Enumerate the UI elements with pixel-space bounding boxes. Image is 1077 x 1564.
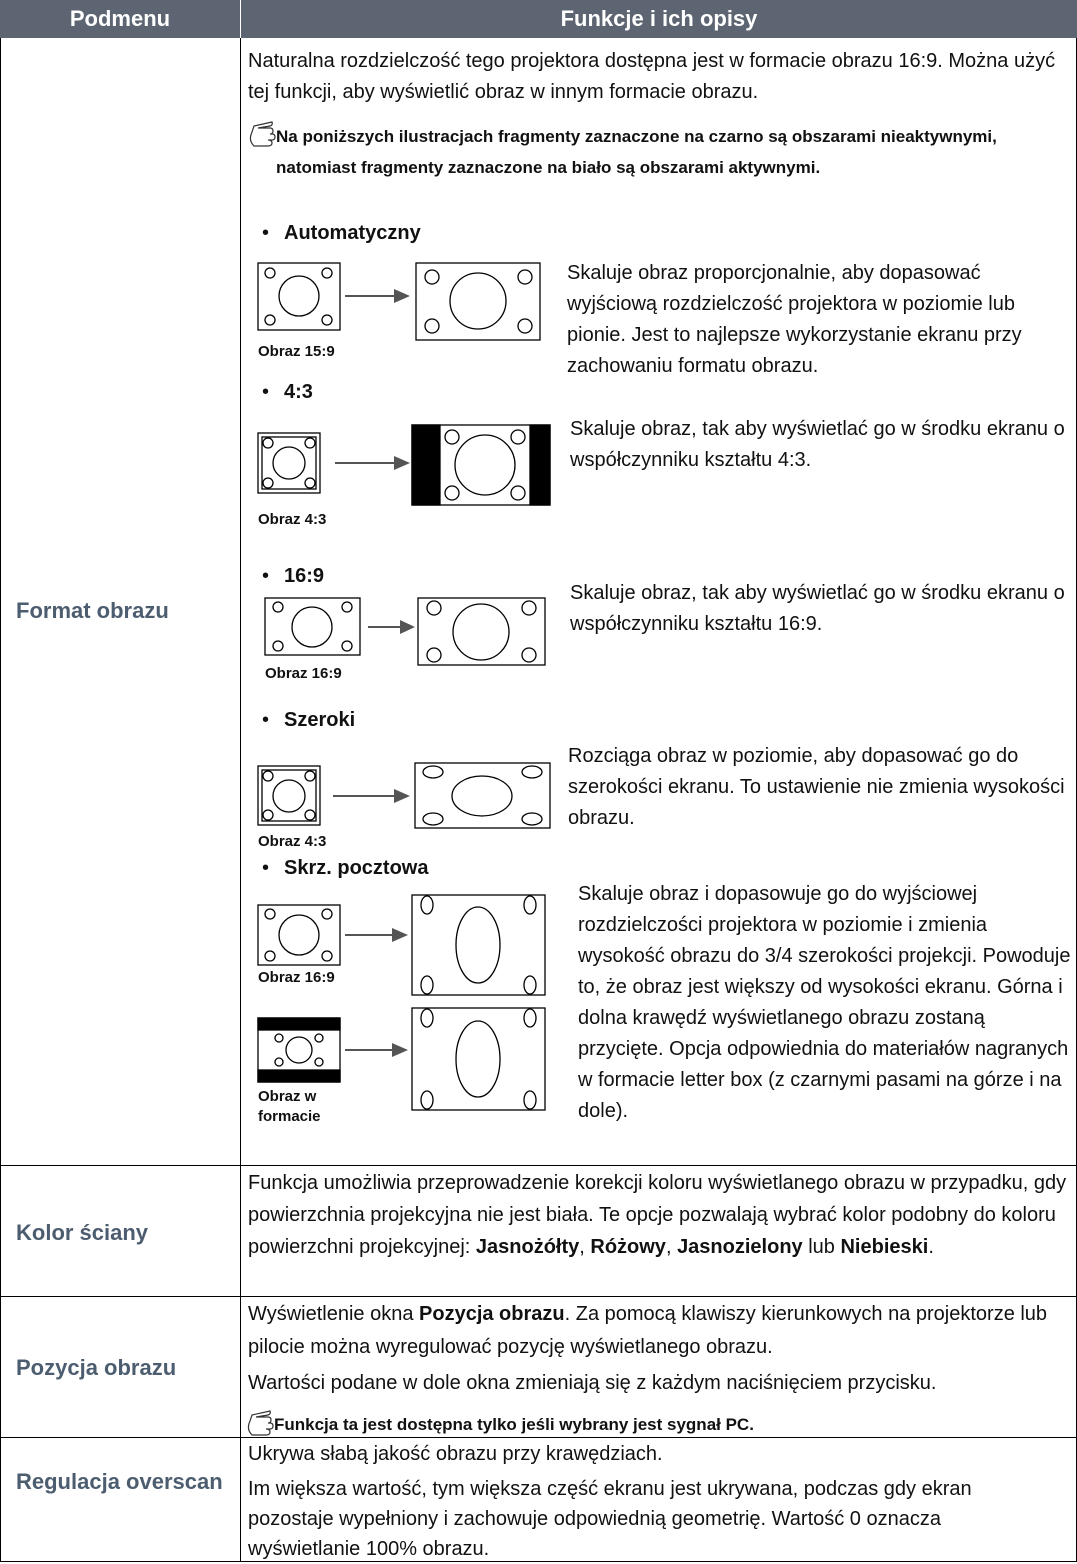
diagram-auto	[257, 262, 541, 341]
option-name: Automatyczny	[284, 222, 421, 244]
paragraph: Im większa wartość, tym większa część ek…	[248, 1478, 972, 1560]
option-name: Niebieski	[840, 1236, 929, 1258]
paragraph: Funkcja umożliwia przeprowadzenie korekc…	[248, 1167, 1070, 1263]
option-name: Szeroki	[284, 709, 356, 731]
caption: Obraz 4:3	[258, 511, 327, 528]
description: Rozciąga obraz w poziomie, aby dopasować…	[568, 745, 1065, 829]
caption: Obraz 16:9	[265, 665, 342, 682]
text: Wyświetlenie okna	[248, 1303, 420, 1325]
text: Funkcja umożliwia przeprowadzenie korekc…	[248, 1172, 1067, 1258]
caption: Obraz 4:3	[258, 833, 327, 850]
note: Na poniższych ilustracjach fragmenty zaz…	[276, 127, 997, 177]
diagram-wide	[257, 762, 551, 829]
window-name: Pozycja obrazu	[419, 1303, 565, 1325]
option: • Automatyczny	[262, 222, 421, 244]
option: • Skrz. pocztowa	[262, 857, 429, 879]
paragraph: Naturalna rozdzielczość tego projektora …	[248, 50, 1056, 103]
description: Skaluje obraz i dopasowuje go do wyjścio…	[578, 883, 1071, 1122]
diagram-letterbox	[257, 894, 546, 1111]
option-name: Skrz. pocztowa	[284, 857, 429, 879]
option: • 16:9	[262, 565, 325, 587]
submenu-label: Regulacja overscan	[16, 1469, 223, 1494]
description: Skaluje obraz, tak aby wyświetlać go w ś…	[570, 418, 1065, 471]
caption: Obraz 16:9	[258, 969, 335, 986]
note: Funkcja ta jest dostępna tylko jeśli wyb…	[274, 1415, 754, 1434]
text: .	[928, 1236, 934, 1258]
header-cell: Podmenu	[0, 0, 241, 38]
paragraph: Ukrywa słabą jakość obrazu przy krawędzi…	[248, 1443, 663, 1465]
note-icon	[247, 121, 276, 1436]
diagram-16-9	[264, 597, 546, 666]
option: • 4:3	[262, 381, 313, 403]
option-name: 4:3	[284, 381, 313, 403]
submenu-label: Pozycja obrazu	[16, 1355, 177, 1380]
diagram-4-3	[257, 424, 551, 506]
paragraph: Wyświetlenie okna Pozycja obrazu. Za pom…	[248, 1298, 1074, 1364]
text: ,	[579, 1236, 591, 1258]
text: lub	[802, 1236, 841, 1258]
option-name: Jasnożółty	[475, 1236, 580, 1258]
submenu-label: Format obrazu	[16, 598, 169, 623]
caption: Obraz w formacie	[258, 1088, 321, 1125]
description: Skaluje obraz proporcjonalnie, aby dopas…	[567, 262, 1022, 377]
text: ,	[665, 1236, 678, 1258]
option-name: Różowy	[590, 1236, 666, 1258]
option-name: Jasnozielony	[677, 1236, 803, 1258]
description: Skaluje obraz, tak aby wyświetlać go w ś…	[570, 582, 1065, 635]
option: • Szeroki	[262, 709, 356, 731]
option-name: 16:9	[284, 565, 325, 587]
header-cell: Funkcje i ich opisy	[241, 0, 1077, 38]
submenu-label: Kolor ściany	[16, 1220, 149, 1245]
caption: Obraz 15:9	[258, 343, 335, 360]
text: . Za pomocą klawiszy kierunkowych na pro…	[248, 1303, 1048, 1358]
paragraph: Wartości podane w dole okna zmieniają si…	[248, 1372, 937, 1394]
